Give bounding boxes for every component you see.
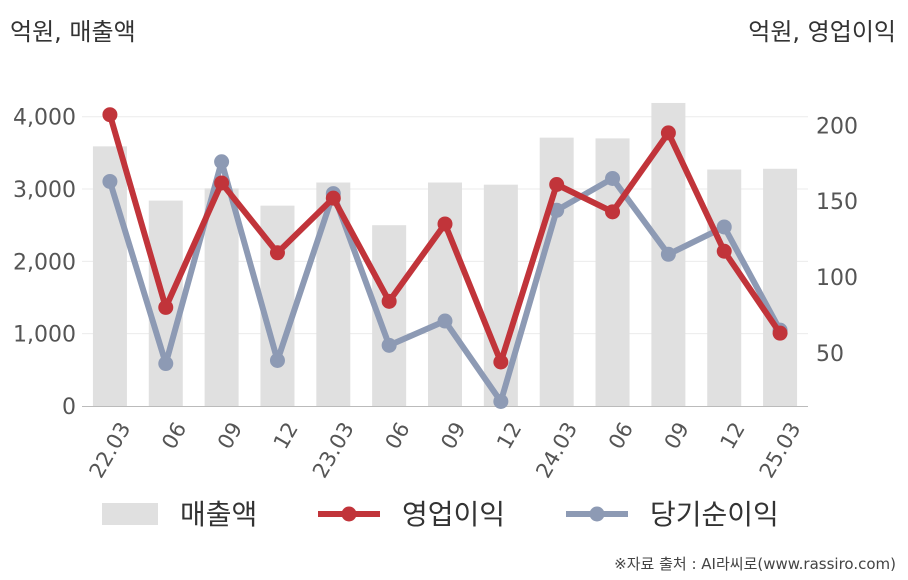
x-tick-label: 24.03 bbox=[531, 418, 582, 482]
net-income-point bbox=[660, 246, 676, 262]
net-income-point bbox=[214, 154, 230, 170]
net-income-point bbox=[493, 393, 509, 409]
left-axis-unit: 억원, 매출액 bbox=[10, 18, 136, 46]
right-axis-unit: 억원, 영업이익 bbox=[748, 18, 896, 46]
operating-profit-point bbox=[549, 177, 565, 193]
operating-profit-point bbox=[325, 190, 341, 206]
operating-profit-point bbox=[716, 243, 732, 259]
legend-label-operating-profit: 영업이익 bbox=[402, 498, 505, 531]
net-income-point bbox=[269, 352, 285, 368]
x-tick-label: 09 bbox=[436, 418, 470, 453]
net-income-point bbox=[437, 313, 453, 329]
x-tick-label: 12 bbox=[716, 418, 750, 453]
net-income-point bbox=[158, 356, 174, 372]
left-tick-label: 1,000 bbox=[13, 323, 76, 348]
operating-profit-point bbox=[772, 325, 788, 341]
net-income-point bbox=[716, 219, 732, 235]
net-income-point bbox=[605, 170, 621, 186]
operating-profit-point bbox=[493, 354, 509, 370]
legend-marker-net-income bbox=[589, 506, 605, 522]
revenue-bar bbox=[707, 169, 742, 406]
operating-profit-point bbox=[269, 245, 285, 261]
legend-label-net-income: 당기순이익 bbox=[650, 498, 779, 531]
x-tick-label: 12 bbox=[492, 418, 526, 453]
right-axis-ticks: 50 100 150 200 bbox=[816, 114, 858, 367]
left-tick-label: 4,000 bbox=[13, 106, 76, 131]
legend: 매출액 영업이익 당기순이익 bbox=[102, 498, 779, 531]
x-axis-ticks: 22.03 06 09 12 23.03 06 09 12 24.03 06 09 12 25.03 bbox=[85, 418, 806, 482]
revenue-bar bbox=[428, 182, 462, 406]
x-tick-label: 09 bbox=[660, 418, 694, 453]
x-tick-label: 12 bbox=[269, 418, 303, 453]
right-tick-label: 200 bbox=[816, 114, 858, 139]
operating-profit-point bbox=[437, 216, 453, 232]
net-income-point bbox=[381, 337, 397, 353]
net-income-point bbox=[102, 173, 118, 189]
net-income-point bbox=[549, 202, 565, 218]
right-tick-label: 50 bbox=[816, 342, 844, 367]
source-note: ※자료 출처 : AI라씨로(www.rassiro.com) bbox=[614, 555, 896, 573]
right-tick-label: 150 bbox=[816, 190, 858, 215]
x-tick-label: 06 bbox=[157, 418, 191, 453]
left-tick-label: 2,000 bbox=[13, 250, 76, 275]
operating-profit-point bbox=[158, 299, 174, 315]
legend-label-revenue: 매출액 bbox=[180, 498, 257, 531]
x-tick-label: 22.03 bbox=[85, 418, 136, 482]
x-tick-label: 23.03 bbox=[308, 418, 359, 482]
operating-profit-point bbox=[102, 107, 118, 123]
x-tick-label: 06 bbox=[604, 418, 638, 453]
operating-profit-point bbox=[381, 293, 397, 309]
left-axis-ticks: 0 1,000 2,000 3,000 4,000 bbox=[13, 106, 76, 420]
revenue-bar bbox=[483, 184, 518, 406]
x-tick-label: 09 bbox=[213, 418, 247, 453]
profit-lines bbox=[102, 107, 788, 409]
left-tick-label: 3,000 bbox=[13, 178, 76, 203]
x-tick-label: 25.03 bbox=[755, 418, 806, 482]
legend-marker-operating-profit bbox=[341, 506, 357, 522]
operating-profit-point bbox=[605, 204, 621, 220]
operating-profit-point bbox=[660, 125, 676, 141]
left-tick-label: 0 bbox=[62, 395, 76, 420]
operating-profit-point bbox=[214, 175, 230, 191]
right-tick-label: 100 bbox=[816, 266, 858, 291]
x-tick-label: 06 bbox=[380, 418, 414, 453]
legend-swatch-revenue bbox=[102, 503, 158, 525]
revenue-bar bbox=[763, 168, 798, 406]
revenue-bar bbox=[204, 188, 239, 406]
